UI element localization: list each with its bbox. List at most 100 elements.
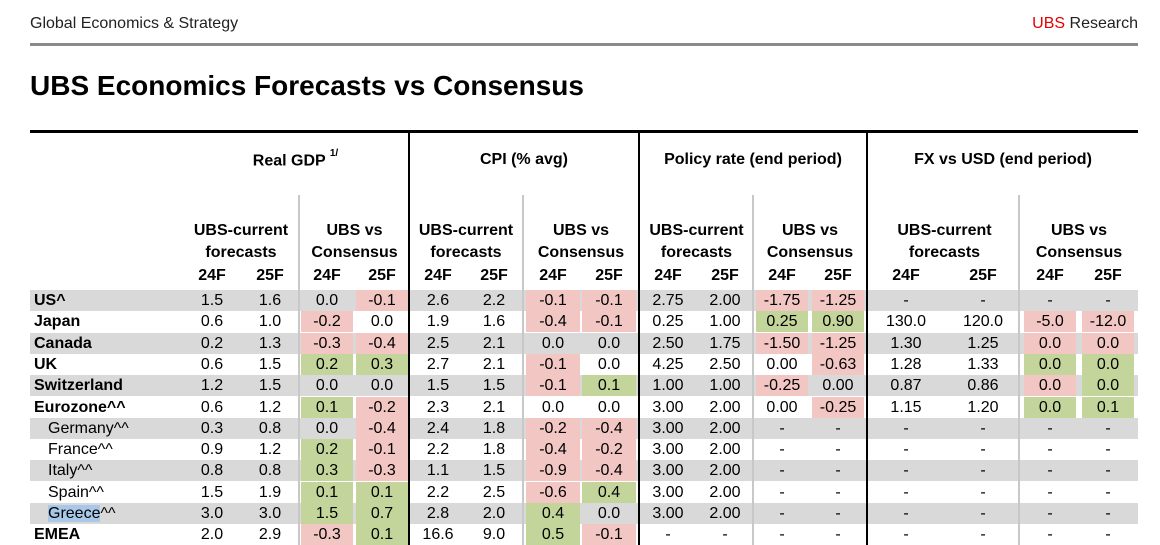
year-header: 24F <box>313 267 341 284</box>
table-cell: -1.25 <box>812 290 864 311</box>
table-cell: -0.4 <box>582 460 636 482</box>
table-cell: 1.15 <box>890 398 922 416</box>
table-cell: 2.1 <box>482 398 506 416</box>
year-header: 24F <box>1036 267 1064 284</box>
subheader-line1: UBS-current <box>897 222 992 239</box>
year-header: 25F <box>969 267 997 284</box>
year-header: 25F <box>256 267 284 284</box>
table-cell: - <box>1047 505 1053 522</box>
table-cell: 0.0 <box>541 334 565 352</box>
table-cell: 3.00 <box>652 398 684 416</box>
table-cell: -0.3 <box>356 460 408 482</box>
table-cell: - <box>779 462 785 480</box>
table-cell: 0.0 <box>1024 353 1076 375</box>
table-cell: 2.4 <box>426 419 450 437</box>
subgroup-divider <box>298 195 300 545</box>
table-cell: -0.2 <box>582 439 636 461</box>
table-cell: 2.8 <box>426 505 450 522</box>
table-cell: 0.7 <box>356 503 408 524</box>
group-header-1: CPI (% avg) <box>410 151 638 169</box>
table-cell: 120.0 <box>962 313 1004 331</box>
table-cell: 0.5 <box>526 524 580 545</box>
table-cell: - <box>779 419 785 437</box>
table-cell: 0.2 <box>200 334 224 352</box>
subgroup-divider <box>522 195 524 545</box>
year-header: 24F <box>892 267 920 284</box>
table-cell: 0.00 <box>766 355 798 373</box>
table-row: Spain^^ 1.5 1.9 0.1 0.1 2.2 2.5 -0.6 0.4 3.00 2.00… <box>30 481 1138 503</box>
year-header: 25F <box>480 267 508 284</box>
table-cell: - <box>1047 526 1053 544</box>
table-cell: - <box>779 483 785 501</box>
table-cell: 2.00 <box>709 483 741 501</box>
table-cell: 0.2 <box>301 439 353 461</box>
subheader-line2: forecasts <box>430 244 502 261</box>
table-cell: 1.6 <box>482 313 506 331</box>
table-cell: 1.9 <box>426 313 450 331</box>
subheader-line2: Consensus <box>1035 244 1123 261</box>
table-cell: -0.4 <box>582 417 636 439</box>
table-cell: -12.0 <box>1082 311 1134 333</box>
table-cell: - <box>1047 462 1053 480</box>
subheader-line2: forecasts <box>205 244 277 261</box>
table-cell: - <box>903 292 909 309</box>
table-cell: -0.6 <box>526 481 580 503</box>
table-cell: 1.20 <box>967 398 999 416</box>
table-cell: 0.6 <box>200 398 224 416</box>
table-cell: 3.00 <box>652 419 684 437</box>
table-cell: - <box>1047 483 1053 501</box>
table-cell: - <box>980 292 986 309</box>
group-header-label: CPI (% avg) <box>479 151 568 168</box>
table-cell: 0.86 <box>967 377 999 395</box>
table-cell: 1.5 <box>200 292 224 309</box>
table-cell: -1.25 <box>812 332 864 354</box>
table-cell: -0.1 <box>526 353 580 375</box>
table-cell: - <box>1105 483 1111 501</box>
table-cell: 2.9 <box>258 526 282 544</box>
row-label: Switzerland <box>34 377 123 395</box>
table-cell: 0.1 <box>301 481 353 503</box>
year-header: 24F <box>539 267 567 284</box>
table-cell: 1.3 <box>258 334 282 352</box>
table-cell: 0.25 <box>652 313 684 331</box>
table-cell: 2.6 <box>426 292 450 309</box>
table-cell: - <box>903 419 909 437</box>
table-cell: - <box>980 419 986 437</box>
group-divider <box>638 132 640 545</box>
table-cell: - <box>835 462 841 480</box>
table-cell: 2.00 <box>709 462 741 480</box>
table-cell: 1.00 <box>709 377 741 395</box>
table-cell: 1.5 <box>258 355 282 373</box>
table-cell: 1.30 <box>890 334 922 352</box>
table-cell: 0.1 <box>1082 396 1134 418</box>
table-cell: 0.0 <box>597 334 621 352</box>
table-cell: -0.4 <box>356 332 408 354</box>
table-cell: 0.0 <box>597 505 621 522</box>
table-cell: -0.1 <box>526 290 580 311</box>
subheader-line2: Consensus <box>766 244 854 261</box>
table-cell: 2.00 <box>709 292 741 309</box>
table-row: Canada 0.2 1.3 -0.3 -0.4 2.5 2.1 0.0 0.0 2.50 1.75… <box>30 332 1138 354</box>
table-cell: - <box>980 441 986 459</box>
table-cell: 3.00 <box>652 462 684 480</box>
group-header-2: Policy rate (end period) <box>640 151 866 169</box>
table-cell: 3.00 <box>652 505 684 522</box>
group-header-label: Policy rate (end period) <box>664 151 842 168</box>
row-label: UK <box>34 355 58 373</box>
row-label: Spain^^ <box>48 483 104 501</box>
subheader-line1: UBS vs <box>781 222 839 239</box>
table-cell: 0.00 <box>822 377 854 395</box>
group-header-label: Real GDP <box>252 152 326 170</box>
table-cell: 2.00 <box>709 398 741 416</box>
table-cell: - <box>1047 292 1053 309</box>
table-cell: 0.3 <box>301 460 353 482</box>
table-cell: 3.00 <box>652 441 684 459</box>
table-cell: -0.2 <box>301 311 353 333</box>
table-cell: 0.90 <box>812 311 864 333</box>
table-cell: - <box>835 441 841 459</box>
table-cell: 0.0 <box>1024 375 1076 397</box>
table-row: Greece^^ 3.0 3.0 1.5 0.7 2.8 2.0 0.4 0.0 3.00 2.00… <box>30 503 1138 524</box>
table-cell: 0.0 <box>1024 332 1076 354</box>
table-cell: -0.9 <box>526 460 580 482</box>
subheader-line1: UBS-current <box>193 222 289 239</box>
